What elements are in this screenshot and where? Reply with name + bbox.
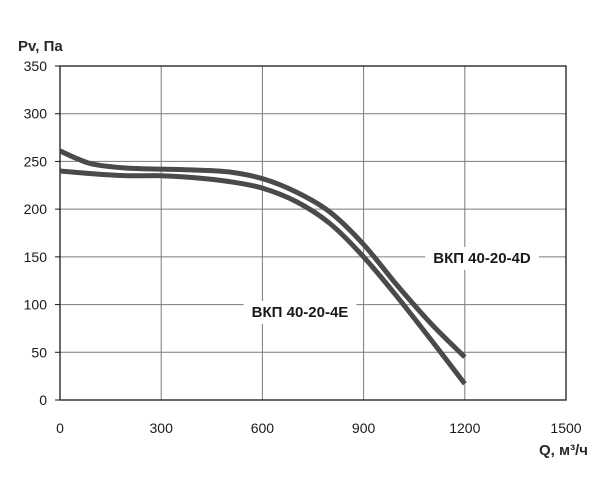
- x-axis-title: Q, м³/ч: [539, 442, 588, 459]
- x-tick-label-600: 600: [251, 420, 275, 436]
- series-label-bg-1: [425, 247, 539, 270]
- y-tick-label-350: 350: [24, 58, 48, 74]
- y-tick-label-0: 0: [39, 392, 47, 408]
- series-label-2: ВКП 40-20-4E: [252, 304, 349, 321]
- series-label-bg-2: [243, 301, 357, 324]
- y-tick-label-200: 200: [24, 201, 48, 217]
- y-tick-label-300: 300: [24, 106, 48, 122]
- x-tick-label-1500: 1500: [550, 420, 581, 436]
- x-tick-label-300: 300: [150, 420, 174, 436]
- y-tick-label-250: 250: [24, 153, 48, 169]
- y-tick-label-50: 50: [31, 344, 47, 360]
- y-tick-label-100: 100: [24, 297, 48, 313]
- y-tick-label-150: 150: [24, 249, 48, 265]
- series-labels: ВКП 40-20-4D ВКП 40-20-4E: [243, 247, 539, 324]
- x-tick-label-1200: 1200: [449, 420, 480, 436]
- series-line-2: [59, 168, 467, 386]
- series-line-1: [58, 148, 467, 359]
- x-tick-label-900: 900: [352, 420, 376, 436]
- series-lines: [58, 148, 467, 386]
- grid: [55, 65, 567, 401]
- y-axis-title: Pv, Па: [18, 38, 63, 55]
- plot-frame: [59, 65, 567, 401]
- tick-labels: 0 300 600 900 1200 1500 0 50 100 150 200 250 300 350: [24, 58, 582, 436]
- series-label-1: ВКП 40-20-4D: [433, 250, 531, 267]
- x-tick-label-0: 0: [56, 420, 64, 436]
